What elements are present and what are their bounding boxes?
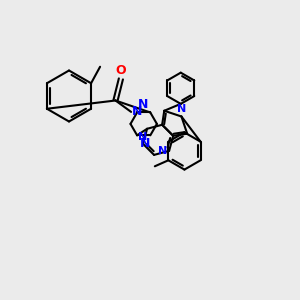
Text: N: N xyxy=(140,137,150,150)
Text: N: N xyxy=(138,132,148,142)
Text: N: N xyxy=(158,146,168,156)
Text: O: O xyxy=(116,64,126,77)
Text: N: N xyxy=(137,98,148,111)
Text: N: N xyxy=(132,105,142,119)
Text: N: N xyxy=(177,104,187,114)
